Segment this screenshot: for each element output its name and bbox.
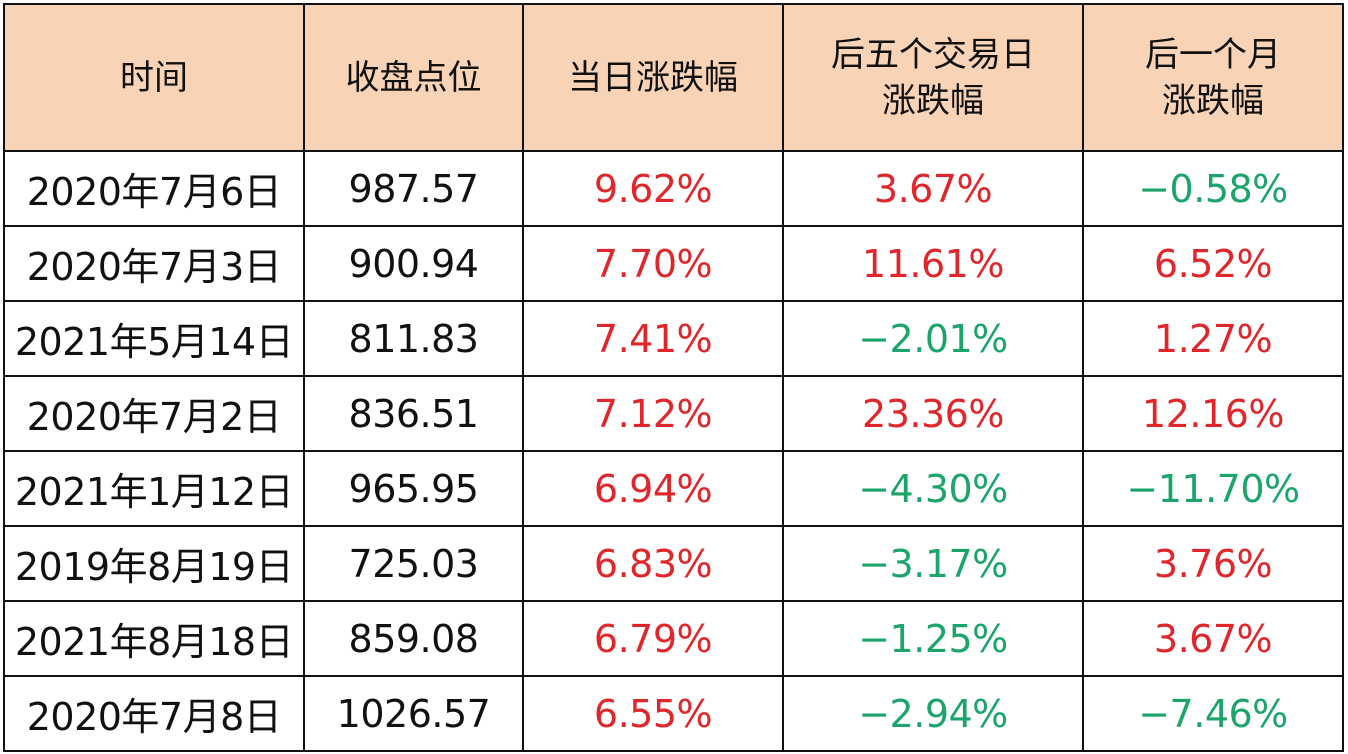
data-table: 时间 收盘点位 当日涨跌幅 后五个交易日 涨跌幅 后一个月 涨跌幅 2020年7月6日 9… xyxy=(3,3,1344,752)
table-row: 2021年8月18日 859.08 6.79% −1.25% 3.67% xyxy=(3,600,1344,677)
5day-change-cell: 23.36% xyxy=(782,375,1084,452)
table-row: 2020年7月3日 900.94 7.70% 11.61% 6.52% xyxy=(3,225,1344,302)
close-cell: 859.08 xyxy=(303,600,524,677)
5day-change-cell: 11.61% xyxy=(782,225,1084,302)
1month-change-cell: 3.76% xyxy=(1082,525,1344,602)
close-cell: 987.57 xyxy=(303,150,524,227)
header-1month-change: 后一个月 涨跌幅 xyxy=(1082,3,1344,152)
1month-change-cell: 12.16% xyxy=(1082,375,1344,452)
5day-change-cell: 3.67% xyxy=(782,150,1084,227)
close-cell: 836.51 xyxy=(303,375,524,452)
header-5day-change: 后五个交易日 涨跌幅 xyxy=(782,3,1084,152)
close-cell: 1026.57 xyxy=(303,675,524,752)
5day-change-cell: −4.30% xyxy=(782,450,1084,527)
daily-change-cell: 6.55% xyxy=(522,675,784,752)
1month-change-cell: −0.58% xyxy=(1082,150,1344,227)
header-date: 时间 xyxy=(3,3,305,152)
daily-change-cell: 9.62% xyxy=(522,150,784,227)
date-cell: 2021年5月14日 xyxy=(3,300,305,377)
header-close: 收盘点位 xyxy=(303,3,524,152)
table-body: 2020年7月6日 987.57 9.62% 3.67% −0.58% 2020年7月3日… xyxy=(3,150,1344,752)
table-row: 2020年7月6日 987.57 9.62% 3.67% −0.58% xyxy=(3,150,1344,227)
table-row: 2019年8月19日 725.03 6.83% −3.17% 3.76% xyxy=(3,525,1344,602)
1month-change-cell: 6.52% xyxy=(1082,225,1344,302)
daily-change-cell: 6.79% xyxy=(522,600,784,677)
date-cell: 2020年7月2日 xyxy=(3,375,305,452)
header-daily-change: 当日涨跌幅 xyxy=(522,3,784,152)
table-row: 2021年1月12日 965.95 6.94% −4.30% −11.70% xyxy=(3,450,1344,527)
daily-change-cell: 7.70% xyxy=(522,225,784,302)
header-row: 时间 收盘点位 当日涨跌幅 后五个交易日 涨跌幅 后一个月 涨跌幅 xyxy=(3,3,1344,152)
5day-change-cell: −3.17% xyxy=(782,525,1084,602)
5day-change-cell: −2.94% xyxy=(782,675,1084,752)
1month-change-cell: 3.67% xyxy=(1082,600,1344,677)
table-row: 2021年5月14日 811.83 7.41% −2.01% 1.27% xyxy=(3,300,1344,377)
close-cell: 725.03 xyxy=(303,525,524,602)
daily-change-cell: 6.94% xyxy=(522,450,784,527)
date-cell: 2020年7月8日 xyxy=(3,675,305,752)
1month-change-cell: −11.70% xyxy=(1082,450,1344,527)
1month-change-cell: 1.27% xyxy=(1082,300,1344,377)
close-cell: 900.94 xyxy=(303,225,524,302)
5day-change-cell: −1.25% xyxy=(782,600,1084,677)
date-cell: 2021年8月18日 xyxy=(3,600,305,677)
date-cell: 2019年8月19日 xyxy=(3,525,305,602)
close-cell: 965.95 xyxy=(303,450,524,527)
table-row: 2020年7月8日 1026.57 6.55% −2.94% −7.46% xyxy=(3,675,1344,752)
date-cell: 2020年7月3日 xyxy=(3,225,305,302)
date-cell: 2021年1月12日 xyxy=(3,450,305,527)
1month-change-cell: −7.46% xyxy=(1082,675,1344,752)
close-cell: 811.83 xyxy=(303,300,524,377)
5day-change-cell: −2.01% xyxy=(782,300,1084,377)
daily-change-cell: 7.12% xyxy=(522,375,784,452)
table-row: 2020年7月2日 836.51 7.12% 23.36% 12.16% xyxy=(3,375,1344,452)
daily-change-cell: 7.41% xyxy=(522,300,784,377)
daily-change-cell: 6.83% xyxy=(522,525,784,602)
date-cell: 2020年7月6日 xyxy=(3,150,305,227)
